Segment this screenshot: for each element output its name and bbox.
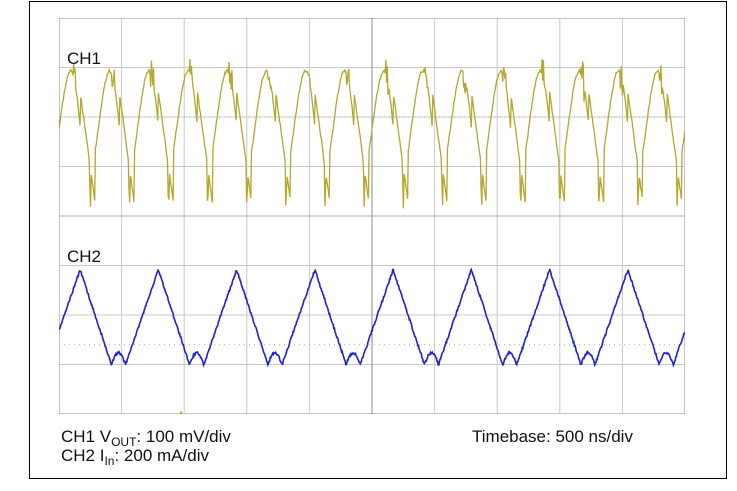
ch1-caption-prefix: CH1 V — [61, 427, 111, 446]
ch2-caption-sub: In — [104, 454, 114, 468]
oscilloscope-plot: CH1 CH2 — [59, 18, 685, 414]
ch1-caption-scale: : 100 mV/div — [136, 427, 231, 446]
ch1-label: CH1 — [67, 49, 101, 68]
ch2-caption-scale: : 200 mA/div — [114, 446, 209, 465]
ch2-caption-prefix: CH2 I — [61, 446, 104, 465]
ch2-caption: CH2 IIn: 200 mA/div — [61, 447, 209, 470]
timebase-caption: Timebase: 500 ns/div — [472, 428, 633, 446]
ch2-label: CH2 — [67, 247, 101, 266]
